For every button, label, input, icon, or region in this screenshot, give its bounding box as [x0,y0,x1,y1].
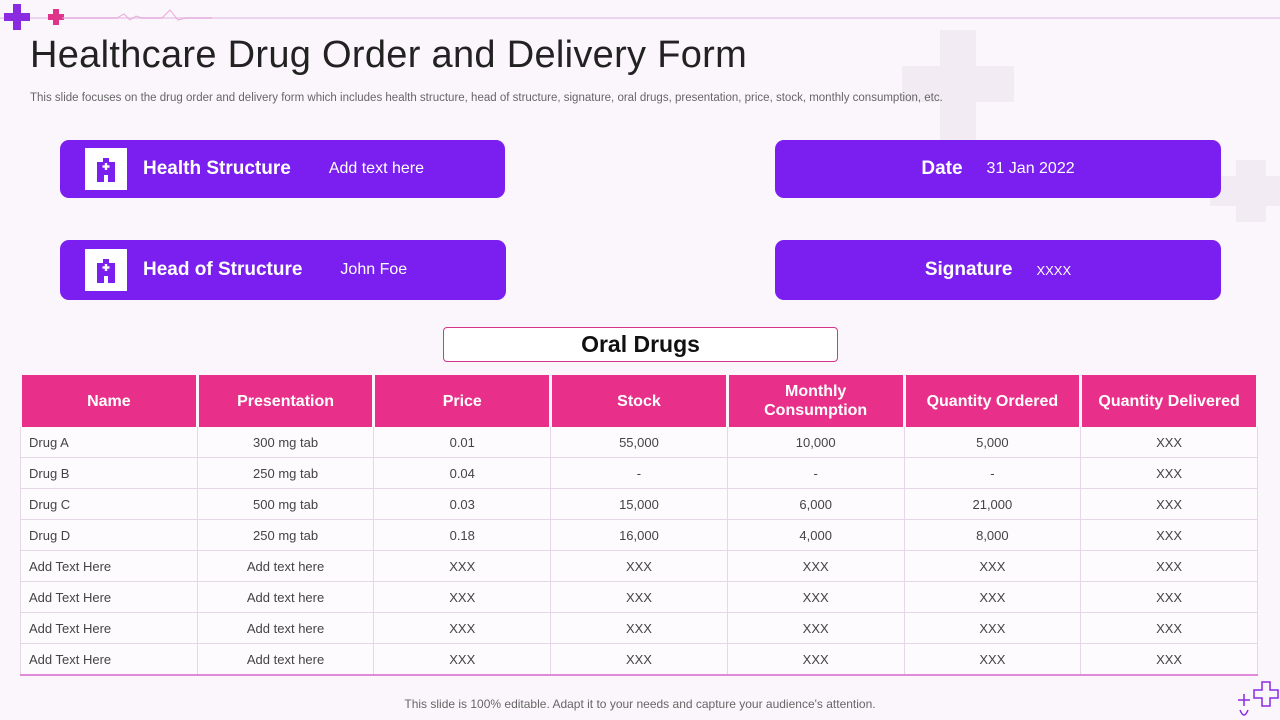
column-header-name: Name [19,375,199,427]
cell-quantity-ordered: XXX [904,612,1082,644]
cell-name: Drug B [20,457,198,489]
cell-stock: XXX [550,581,728,613]
head-of-structure-card: Head of Structure John Foe [60,240,506,300]
cell-quantity-delivered: XXX [1080,488,1258,520]
column-header-presentation: Presentation [195,375,376,427]
date-card: Date 31 Jan 2022 [775,140,1221,198]
hospital-icon [85,249,127,291]
cell-price: XXX [373,612,552,644]
cell-quantity-ordered: XXX [904,643,1082,676]
cell-name: Add Text Here [20,612,198,644]
hospital-icon [85,148,127,190]
cell-presentation: 500 mg tab [197,488,375,520]
cell-price: 0.18 [373,519,552,551]
cell-price: 0.04 [373,457,552,489]
cell-price: XXX [373,643,552,676]
cell-stock: XXX [550,550,728,582]
cell-presentation: 300 mg tab [197,427,375,458]
cell-presentation: 250 mg tab [197,457,375,489]
cell-presentation: Add text here [197,550,375,582]
oral-drugs-heading: Oral Drugs [443,327,838,362]
drug-table: Name Presentation Price Stock Monthly Co… [19,375,1259,676]
signature-value: XXXX [1036,262,1072,278]
cell-name: Drug D [20,519,198,551]
background-cross-shape [1210,176,1280,206]
cell-monthly-consumption: XXX [727,643,905,676]
cell-name: Add Text Here [20,643,198,676]
column-header-stock: Stock [549,375,729,427]
cell-stock: - [550,457,728,489]
health-structure-value: Add text here [328,160,424,177]
cell-stock: XXX [550,643,728,676]
cell-quantity-ordered: 21,000 [904,488,1082,520]
cell-quantity-ordered: XXX [904,550,1082,582]
medical-cross-outline-icon [1238,681,1279,716]
cell-stock: 16,000 [550,519,728,551]
table-header-row: Name Presentation Price Stock Monthly Co… [19,375,1259,427]
health-structure-card: Health Structure Add text here [60,140,505,198]
cell-monthly-consumption: 10,000 [727,427,905,458]
cell-name: Add Text Here [20,581,198,613]
plus-icon [4,4,30,30]
cell-price: XXX [373,550,552,582]
page-subtitle: This slide focuses on the drug order and… [30,92,943,104]
cell-presentation: Add text here [197,612,375,644]
cell-quantity-delivered: XXX [1080,427,1258,458]
cell-quantity-ordered: - [904,457,1082,489]
drug-table-body: Drug A 300 mg tab 0.01 55,000 10,000 5,000 XXX… [20,427,1258,676]
column-header-price: Price [372,375,553,427]
plus-icon [48,9,64,25]
table-row: Drug A 300 mg tab 0.01 55,000 10,000 5,000 XXX [20,427,1258,458]
cell-quantity-ordered: 5,000 [904,427,1082,458]
cell-quantity-delivered: XXX [1080,581,1258,613]
column-header-quantity-ordered: Quantity Ordered [902,375,1083,427]
cell-monthly-consumption: 6,000 [727,488,905,520]
table-row: Add Text Here Add text here XXX XXX XXX XXX XX… [20,550,1258,582]
cell-monthly-consumption: XXX [727,612,905,644]
cell-quantity-delivered: XXX [1080,519,1258,551]
cell-stock: 15,000 [550,488,728,520]
table-row: Drug B 250 mg tab 0.04- - - XXX [20,457,1258,489]
cell-stock: XXX [550,612,728,644]
cell-quantity-delivered: XXX [1080,643,1258,676]
head-of-structure-value: John Foe [340,261,408,278]
footer-note: This slide is 100% editable. Adapt it to… [404,697,876,711]
cell-price: 0.01 [373,427,552,458]
head-of-structure-label: Head of Structure [143,259,303,280]
cell-name: Drug A [20,427,198,458]
cell-name: Drug C [20,488,198,520]
cell-monthly-consumption: XXX [727,581,905,613]
cell-quantity-delivered: XXX [1080,612,1258,644]
header-divider [0,17,1280,19]
date-label: Date [921,158,963,179]
cell-quantity-ordered: 8,000 [904,519,1082,551]
cell-monthly-consumption: XXX [727,550,905,582]
heartbeat-line-icon [62,9,212,21]
cell-monthly-consumption: 4,000 [727,519,905,551]
cell-name: Add Text Here [20,550,198,582]
column-header-quantity-delivered: Quantity Delivered [1079,375,1259,427]
date-value: 31 Jan 2022 [986,160,1075,177]
background-cross-shape [902,66,1014,102]
cell-presentation: Add text here [197,581,375,613]
cell-price: 0.03 [373,488,552,520]
cell-presentation: 250 mg tab [197,519,375,551]
cell-price: XXX [373,581,552,613]
signature-label: Signature [924,259,1013,280]
table-row: Add Text Here Add text here XXX XXX XXX XXX XX… [20,643,1258,676]
table-row: Add Text Here Add text here XXX XXX XXX XXX XX… [20,581,1258,613]
table-row: Add Text Here Add text here XXX XXX XXX XXX XX… [20,612,1258,644]
cell-quantity-delivered: XXX [1080,457,1258,489]
table-row: Drug C 500 mg tab 0.03 15,000 6,000 21,000 XXX [20,488,1258,520]
table-row: Drug D 250 mg tab 0.18 16,000 4,000 8,000 XXX [20,519,1258,551]
column-header-monthly-consumption: Monthly Consumption [725,375,906,427]
page-title: Healthcare Drug Order and Delivery Form [30,34,748,76]
cell-presentation: Add text here [197,643,375,676]
cell-quantity-delivered: XXX [1080,550,1258,582]
signature-card: Signature XXXX [775,240,1221,300]
health-structure-label: Health Structure [143,158,291,179]
cell-monthly-consumption: - [727,457,905,489]
cell-stock: 55,000 [550,427,728,458]
cell-quantity-ordered: XXX [904,581,1082,613]
